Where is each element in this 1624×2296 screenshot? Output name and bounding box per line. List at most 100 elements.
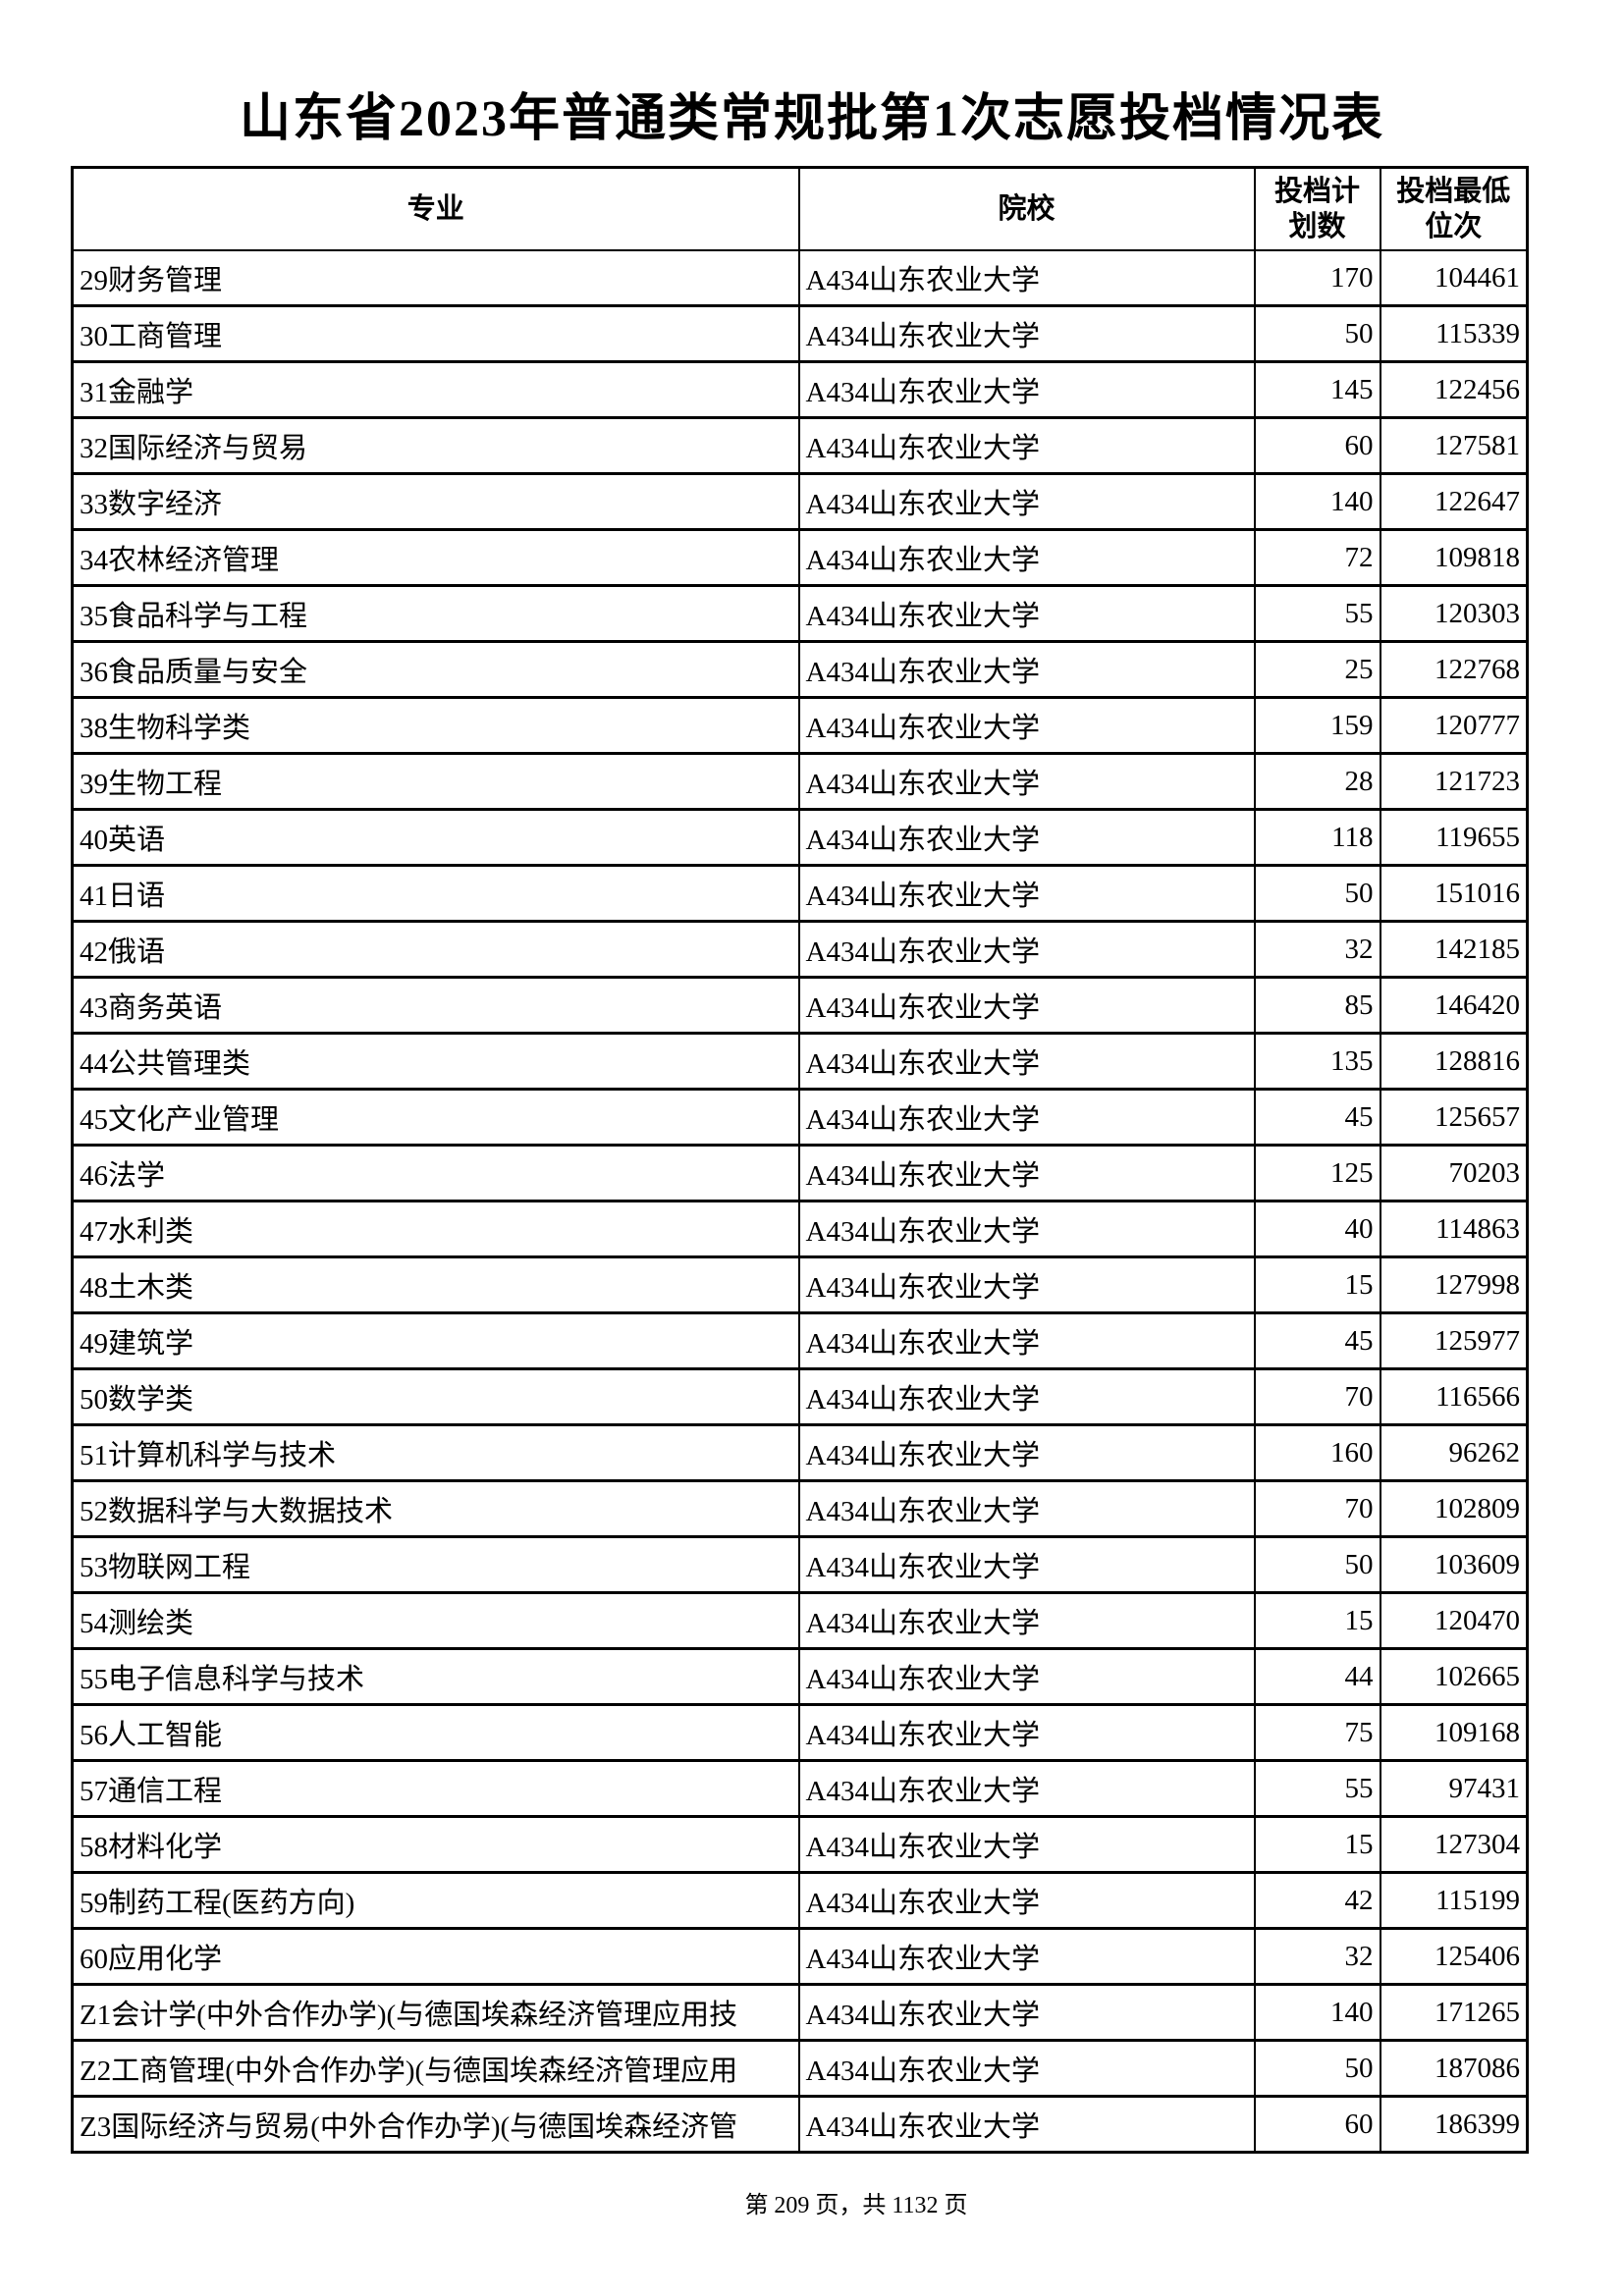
- min-rank-cell: 125977: [1379, 1311, 1529, 1370]
- min-rank-cell: 120777: [1379, 696, 1529, 755]
- plan-count-cell: 135: [1253, 1032, 1381, 1091]
- min-rank-cell: 114863: [1379, 1200, 1529, 1258]
- table-row: 53物联网工程 A434山东农业大学 50 103609: [71, 1535, 1529, 1594]
- plan-count-cell: 70: [1253, 1479, 1381, 1538]
- school-cell: A434山东农业大学: [797, 1255, 1256, 1314]
- major-cell: Z1会计学(中外合作办学)(与德国埃森经济管理应用技: [71, 1983, 800, 2042]
- table-row: 29财务管理 A434山东农业大学 170 104461: [71, 249, 1529, 307]
- min-rank-cell: 116566: [1379, 1367, 1529, 1426]
- school-cell: A434山东农业大学: [797, 1703, 1256, 1762]
- major-cell: 41日语: [71, 864, 800, 923]
- major-cell: 43商务英语: [71, 976, 800, 1035]
- school-cell: A434山东农业大学: [797, 416, 1256, 475]
- table-row: 48土木类 A434山东农业大学 15 127998: [71, 1255, 1529, 1314]
- header-major: 专业: [71, 166, 800, 251]
- min-rank-cell: 171265: [1379, 1983, 1529, 2042]
- plan-count-cell: 44: [1253, 1647, 1381, 1706]
- school-cell: A434山东农业大学: [797, 472, 1256, 531]
- major-cell: 33数字经济: [71, 472, 800, 531]
- school-cell: A434山东农业大学: [797, 1647, 1256, 1706]
- plan-count-cell: 45: [1253, 1311, 1381, 1370]
- table-row: 60应用化学 A434山东农业大学 32 125406: [71, 1927, 1529, 1986]
- plan-count-cell: 140: [1253, 1983, 1381, 2042]
- min-rank-cell: 96262: [1379, 1423, 1529, 1482]
- school-cell: A434山东农业大学: [797, 1815, 1256, 1874]
- school-cell: A434山东农业大学: [797, 1032, 1256, 1091]
- major-cell: 47水利类: [71, 1200, 800, 1258]
- major-cell: 48土木类: [71, 1255, 800, 1314]
- table-row: 39生物工程 A434山东农业大学 28 121723: [71, 752, 1529, 811]
- page-title: 山东省2023年普通类常规批第1次志愿投档情况表: [239, 91, 1384, 147]
- table-row: 45文化产业管理 A434山东农业大学 45 125657: [71, 1088, 1529, 1147]
- header-plan-count: 投档计划数: [1253, 166, 1381, 251]
- min-rank-cell: 97431: [1379, 1759, 1529, 1818]
- major-cell: 39生物工程: [71, 752, 800, 811]
- major-cell: 54测绘类: [71, 1591, 800, 1650]
- min-rank-cell: 186399: [1379, 2095, 1529, 2154]
- table-row: 44公共管理类 A434山东农业大学 135 128816: [71, 1032, 1529, 1091]
- min-rank-cell: 115199: [1379, 1871, 1529, 1930]
- school-cell: A434山东农业大学: [797, 2095, 1256, 2154]
- plan-count-cell: 55: [1253, 584, 1381, 643]
- major-cell: 49建筑学: [71, 1311, 800, 1370]
- table-row: 43商务英语 A434山东农业大学 85 146420: [71, 976, 1529, 1035]
- table-row: 54测绘类 A434山东农业大学 15 120470: [71, 1591, 1529, 1650]
- plan-count-cell: 45: [1253, 1088, 1381, 1147]
- table-row: 31金融学 A434山东农业大学 145 122456: [71, 360, 1529, 419]
- school-cell: A434山东农业大学: [797, 752, 1256, 811]
- table-row: 42俄语 A434山东农业大学 32 142185: [71, 920, 1529, 979]
- plan-count-cell: 42: [1253, 1871, 1381, 1930]
- plan-count-cell: 170: [1253, 249, 1381, 307]
- min-rank-cell: 127581: [1379, 416, 1529, 475]
- major-cell: 32国际经济与贸易: [71, 416, 800, 475]
- min-rank-cell: 109818: [1379, 528, 1529, 587]
- min-rank-cell: 142185: [1379, 920, 1529, 979]
- school-cell: A434山东农业大学: [797, 1535, 1256, 1594]
- plan-count-cell: 55: [1253, 1759, 1381, 1818]
- school-cell: A434山东农业大学: [797, 1423, 1256, 1482]
- table-row: 50数学类 A434山东农业大学 70 116566: [71, 1367, 1529, 1426]
- school-cell: A434山东农业大学: [797, 920, 1256, 979]
- school-cell: A434山东农业大学: [797, 249, 1256, 307]
- table-row: Z3国际经济与贸易(中外合作办学)(与德国埃森经济管 A434山东农业大学 60 18…: [71, 2095, 1529, 2154]
- school-cell: A434山东农业大学: [797, 640, 1256, 699]
- major-cell: 34农林经济管理: [71, 528, 800, 587]
- major-cell: 38生物科学类: [71, 696, 800, 755]
- table-row: 59制药工程(医药方向) A434山东农业大学 42 115199: [71, 1871, 1529, 1930]
- major-cell: 40英语: [71, 808, 800, 867]
- plan-count-cell: 50: [1253, 864, 1381, 923]
- plan-count-cell: 50: [1253, 1535, 1381, 1594]
- min-rank-cell: 122647: [1379, 472, 1529, 531]
- min-rank-cell: 104461: [1379, 249, 1529, 307]
- school-cell: A434山东农业大学: [797, 1311, 1256, 1370]
- major-cell: 31金融学: [71, 360, 800, 419]
- min-rank-cell: 127998: [1379, 1255, 1529, 1314]
- school-cell: A434山东农业大学: [797, 528, 1256, 587]
- table-row: 33数字经济 A434山东农业大学 140 122647: [71, 472, 1529, 531]
- table-row: 40英语 A434山东农业大学 118 119655: [71, 808, 1529, 867]
- table-row: 32国际经济与贸易 A434山东农业大学 60 127581: [71, 416, 1529, 475]
- major-cell: 58材料化学: [71, 1815, 800, 1874]
- school-cell: A434山东农业大学: [797, 696, 1256, 755]
- min-rank-cell: 127304: [1379, 1815, 1529, 1874]
- min-rank-cell: 187086: [1379, 2039, 1529, 2098]
- major-cell: 56人工智能: [71, 1703, 800, 1762]
- plan-count-cell: 85: [1253, 976, 1381, 1035]
- major-cell: 35食品科学与工程: [71, 584, 800, 643]
- school-cell: A434山东农业大学: [797, 360, 1256, 419]
- min-rank-cell: 102665: [1379, 1647, 1529, 1706]
- school-cell: A434山东农业大学: [797, 584, 1256, 643]
- major-cell: 30工商管理: [71, 304, 800, 363]
- table-row: 57通信工程 A434山东农业大学 55 97431: [71, 1759, 1529, 1818]
- school-cell: A434山东农业大学: [797, 2039, 1256, 2098]
- plan-count-cell: 28: [1253, 752, 1381, 811]
- school-cell: A434山东农业大学: [797, 1927, 1256, 1986]
- plan-count-cell: 72: [1253, 528, 1381, 587]
- table-row: Z2工商管理(中外合作办学)(与德国埃森经济管理应用 A434山东农业大学 50 18…: [71, 2039, 1529, 2098]
- header-school: 院校: [797, 166, 1256, 251]
- plan-count-cell: 60: [1253, 2095, 1381, 2154]
- major-cell: 59制药工程(医药方向): [71, 1871, 800, 1930]
- table-row: 56人工智能 A434山东农业大学 75 109168: [71, 1703, 1529, 1762]
- admission-table: 专业 院校 投档计划数 投档最低位次 29财务管理 A434山东农业大学 170 10…: [71, 166, 1529, 2154]
- min-rank-cell: 102809: [1379, 1479, 1529, 1538]
